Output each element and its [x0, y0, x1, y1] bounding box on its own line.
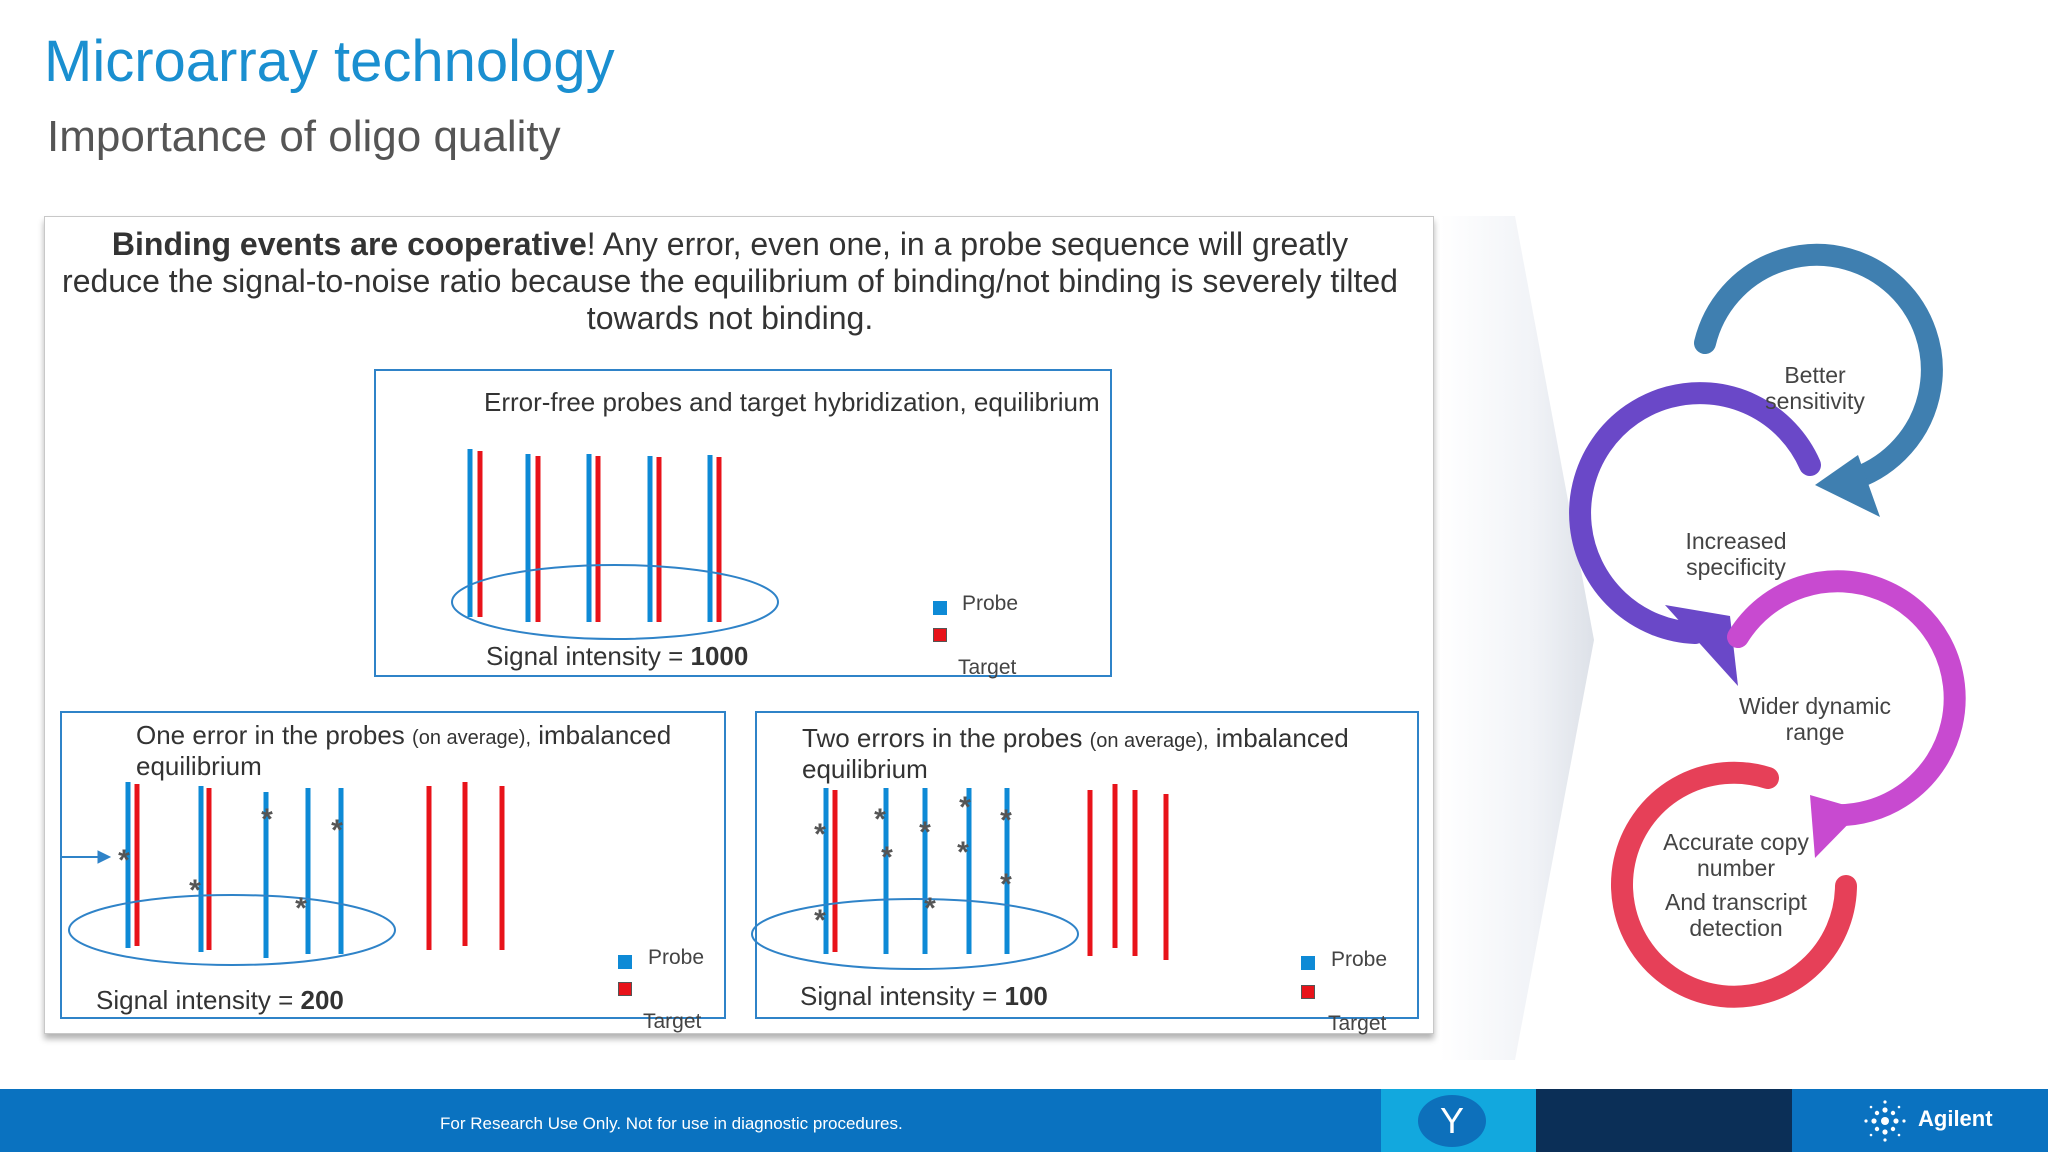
top-strands [467, 449, 722, 622]
legend-target-label: Target [643, 1010, 702, 1033]
error-mark: * [919, 816, 931, 849]
signal-intensity-right: Signal intensity = 100 [800, 981, 1048, 1011]
legend-target-swatch [1301, 985, 1315, 999]
error-mark: * [295, 892, 307, 925]
legend-probe-label: Probe [962, 592, 1019, 615]
legend-probe-label: Probe [1331, 948, 1388, 971]
error-mark: * [924, 892, 936, 925]
error-mark: * [1000, 868, 1012, 901]
panel-one-error-heading-line2: equilibrium [136, 751, 262, 781]
intro-rest: ! Any error, even one, in a probe sequen… [62, 226, 1398, 336]
intro-text: Binding events are cooperative! Any erro… [60, 226, 1400, 337]
legend-target-label: Target [958, 656, 1017, 679]
signal-intensity-left: Signal intensity = 200 [96, 985, 344, 1015]
error-mark: * [881, 841, 893, 874]
footer-segment-logo [1792, 1089, 2048, 1152]
panel-one-error [60, 711, 726, 1019]
panel-two-errors-heading-line2: equilibrium [802, 754, 928, 784]
y-badge-icon: Y [1418, 1095, 1486, 1147]
pointer-arrow [60, 850, 112, 864]
agilent-logo: Agilent [1918, 1106, 1993, 1131]
error-mark: * [957, 836, 969, 869]
panel-two-errors-heading: Two errors in the probes (on average), i… [802, 723, 1349, 753]
arrow-better-sensitivity [1694, 243, 1943, 491]
arrow-better-sensitivity-head [1815, 455, 1880, 517]
cycle-label-accurate-copy-number: Accurate copy number And transcript detecti… [1663, 829, 1809, 941]
error-mark: * [261, 803, 273, 836]
left-strands [125, 782, 505, 958]
legend-probe-swatch [618, 955, 632, 969]
arrow-wider-dynamic-range-head [1810, 795, 1862, 858]
legend-target-swatch [933, 628, 947, 642]
cycle-label-increased-specificity: Increased specificity [1685, 528, 1787, 580]
cycle-label-wider-dynamic-range: Wider dynamic range [1738, 693, 1892, 745]
error-mark: * [814, 818, 826, 851]
legend-target-swatch [618, 982, 632, 996]
cycle-arrows [1569, 243, 1966, 1008]
intro-bold: Binding events are cooperative [111, 226, 587, 262]
binding-ellipse [751, 898, 1079, 970]
panel-one-error-heading: One error in the probes (on average), im… [136, 720, 672, 750]
legend-target-label: Target [1328, 1012, 1387, 1035]
error-mark: * [118, 844, 130, 877]
error-mark: * [189, 874, 201, 907]
binding-ellipse [68, 894, 396, 966]
error-mark: * [814, 904, 826, 937]
page-subtitle: Importance of oligo quality [47, 112, 561, 161]
footer-segment-dark [1536, 1089, 1792, 1152]
binding-ellipse [451, 564, 779, 640]
legend-probe-label: Probe [648, 946, 705, 969]
arrow-wider-dynamic-range [1727, 570, 1966, 827]
arrow-accurate-copy-number [1611, 761, 1857, 1008]
agilent-spark-icon [1864, 1100, 1906, 1142]
cycle-label-better-sensitivity: Better sensitivity [1765, 362, 1865, 414]
legend-probe-swatch [1301, 956, 1315, 970]
error-mark: * [1000, 804, 1012, 837]
signal-intensity-top: Signal intensity = 1000 [486, 641, 749, 671]
error-mark: * [331, 814, 343, 847]
page-title: Microarray technology [44, 29, 615, 94]
error-marks: * * * * * * * * * * * * * * * [118, 791, 1012, 937]
footer-disclaimer: For Research Use Only. Not for use in di… [440, 1114, 903, 1133]
legend-probe-swatch [933, 601, 947, 615]
arrow-increased-specificity [1569, 382, 1821, 644]
panel-error-free-heading: Error-free probes and target hybridizati… [484, 387, 1100, 417]
chevron-shape [1440, 216, 1594, 1060]
error-mark: * [959, 791, 971, 824]
right-strands [823, 784, 1169, 960]
error-mark: * [874, 803, 886, 836]
arrow-increased-specificity-head [1665, 605, 1738, 686]
